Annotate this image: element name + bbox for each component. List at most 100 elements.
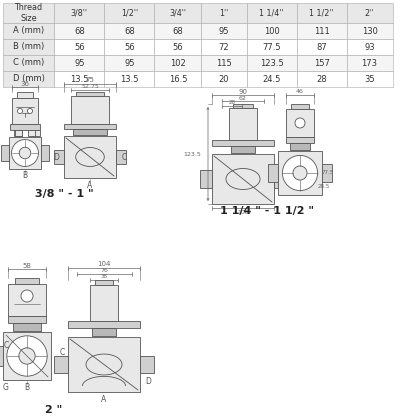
Bar bbox=[229, 108, 257, 140]
Text: 3/8'': 3/8'' bbox=[71, 8, 88, 17]
Text: 36: 36 bbox=[20, 81, 30, 87]
Text: 123.5: 123.5 bbox=[260, 59, 283, 67]
Bar bbox=[3, 332, 51, 380]
Bar bbox=[154, 55, 201, 71]
Text: 56: 56 bbox=[173, 42, 183, 52]
Bar bbox=[347, 3, 393, 23]
Bar bbox=[68, 337, 140, 392]
Text: 1'': 1'' bbox=[219, 8, 229, 17]
Bar bbox=[154, 71, 201, 87]
Text: 46: 46 bbox=[296, 89, 304, 94]
Text: 1 1/4'': 1 1/4'' bbox=[259, 8, 284, 17]
Bar bbox=[64, 136, 116, 178]
Bar bbox=[76, 92, 104, 96]
Text: 130: 130 bbox=[362, 27, 377, 35]
Text: 58: 58 bbox=[22, 262, 32, 268]
Bar bbox=[3, 39, 54, 55]
Bar bbox=[3, 23, 54, 39]
Text: 93: 93 bbox=[364, 42, 375, 52]
Bar bbox=[347, 39, 393, 55]
Text: 24.5: 24.5 bbox=[262, 74, 281, 84]
Text: 35: 35 bbox=[364, 74, 375, 84]
Bar bbox=[200, 170, 212, 188]
Text: 13.5: 13.5 bbox=[120, 74, 139, 84]
Text: 157: 157 bbox=[314, 59, 329, 67]
Bar bbox=[212, 140, 274, 146]
Bar bbox=[233, 104, 253, 108]
Bar bbox=[3, 71, 54, 87]
Text: 68: 68 bbox=[173, 27, 183, 35]
Bar bbox=[8, 316, 46, 323]
Text: 76: 76 bbox=[100, 268, 108, 273]
Text: C: C bbox=[59, 348, 64, 357]
Bar bbox=[64, 124, 116, 129]
Bar bbox=[73, 129, 107, 135]
Bar bbox=[291, 104, 309, 109]
Bar bbox=[54, 23, 104, 39]
Bar bbox=[297, 3, 347, 23]
Text: C (mm): C (mm) bbox=[13, 59, 44, 67]
Circle shape bbox=[17, 109, 22, 114]
Text: 62: 62 bbox=[239, 96, 247, 101]
Text: 28.5: 28.5 bbox=[318, 185, 330, 190]
Text: C: C bbox=[3, 342, 9, 351]
Bar bbox=[0, 346, 3, 366]
Bar bbox=[290, 143, 310, 150]
Bar bbox=[32, 130, 40, 136]
Text: 3/4'': 3/4'' bbox=[169, 8, 186, 17]
Bar bbox=[231, 146, 255, 153]
Text: 56: 56 bbox=[124, 42, 135, 52]
Bar bbox=[104, 39, 154, 55]
Text: 28: 28 bbox=[228, 101, 235, 106]
Bar bbox=[15, 130, 22, 136]
Circle shape bbox=[19, 147, 31, 159]
Bar bbox=[54, 3, 104, 23]
Bar bbox=[104, 3, 154, 23]
Bar bbox=[54, 150, 64, 164]
Bar bbox=[8, 284, 46, 316]
Text: 52.75: 52.75 bbox=[81, 84, 99, 89]
Text: 95: 95 bbox=[74, 59, 84, 67]
Bar bbox=[247, 55, 297, 71]
Bar bbox=[201, 3, 247, 23]
Bar bbox=[297, 23, 347, 39]
Text: B: B bbox=[25, 382, 30, 391]
Bar bbox=[286, 109, 314, 137]
Bar bbox=[297, 55, 347, 71]
Text: 104: 104 bbox=[97, 262, 111, 267]
Text: A (mm): A (mm) bbox=[13, 27, 44, 35]
Text: 123.5: 123.5 bbox=[183, 151, 201, 156]
Text: 68: 68 bbox=[74, 27, 84, 35]
Text: 75: 75 bbox=[86, 77, 94, 84]
Text: 56: 56 bbox=[74, 42, 84, 52]
Text: 111: 111 bbox=[314, 27, 329, 35]
Text: 173: 173 bbox=[362, 59, 378, 67]
Circle shape bbox=[295, 118, 305, 128]
Bar bbox=[297, 71, 347, 87]
Circle shape bbox=[19, 348, 35, 364]
Circle shape bbox=[282, 156, 317, 191]
Text: Thread
Size: Thread Size bbox=[15, 3, 43, 23]
Text: D: D bbox=[53, 153, 59, 161]
Text: 77.5: 77.5 bbox=[322, 171, 334, 176]
Bar bbox=[90, 285, 118, 321]
Bar bbox=[1, 145, 9, 161]
Text: B (mm): B (mm) bbox=[13, 42, 44, 52]
Text: 72: 72 bbox=[219, 42, 229, 52]
Bar bbox=[28, 130, 35, 136]
Bar bbox=[104, 23, 154, 39]
Bar bbox=[154, 39, 201, 55]
Text: B: B bbox=[22, 171, 27, 181]
Bar bbox=[10, 124, 40, 130]
Text: 1 1/4 " - 1 1/2 ": 1 1/4 " - 1 1/2 " bbox=[220, 206, 314, 216]
Text: 100: 100 bbox=[264, 27, 280, 35]
Bar bbox=[54, 55, 104, 71]
Bar bbox=[154, 23, 201, 39]
Text: 28: 28 bbox=[316, 74, 327, 84]
Bar bbox=[347, 55, 393, 71]
Bar bbox=[297, 39, 347, 55]
Bar bbox=[54, 39, 104, 55]
Bar bbox=[201, 39, 247, 55]
Text: 20: 20 bbox=[219, 74, 229, 84]
Bar bbox=[13, 323, 41, 331]
